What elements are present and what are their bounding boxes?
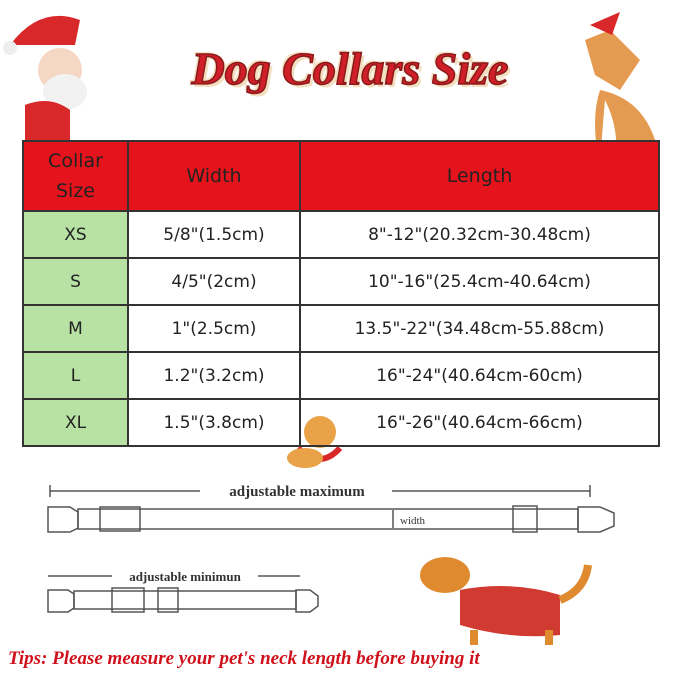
dachshund <box>420 557 592 645</box>
table-cell: L <box>22 351 129 400</box>
table-cell: XS <box>22 210 129 259</box>
table-cell: 16"-26"(40.64cm-66cm) <box>299 398 660 447</box>
collar-min <box>47 575 319 613</box>
table-cell: S <box>22 257 129 306</box>
table-cell: 5/8"(1.5cm) <box>127 210 301 259</box>
table-cell: 16"-24"(40.64cm-60cm) <box>299 351 660 400</box>
table-row: L 1.2"(3.2cm) 16"-24"(40.64cm-60cm) <box>22 351 660 400</box>
table-row: M 1"(2.5cm) 13.5"-22"(34.48cm-55.88cm) <box>22 304 660 353</box>
table-cell: XL <box>22 398 129 447</box>
header-cell: Width <box>127 140 301 212</box>
header-cell: Collar Size <box>22 140 129 212</box>
santa <box>3 15 87 140</box>
header-text: Collar Size <box>48 150 103 202</box>
table-row: XS 5/8"(1.5cm) 8"-12"(20.32cm-30.48cm) <box>22 210 660 259</box>
min-label: adjustable minimun <box>129 569 241 584</box>
title: Dog Collars Size <box>191 42 509 95</box>
table-cell: 13.5"-22"(34.48cm-55.88cm) <box>299 304 660 353</box>
table-cell: 1"(2.5cm) <box>127 304 301 353</box>
table-cell: 8"-12"(20.32cm-30.48cm) <box>299 210 660 259</box>
max-label: adjustable maximum <box>229 484 365 500</box>
width-label: width <box>400 515 426 527</box>
table-row: S 4/5"(2cm) 10"-16"(25.4cm-40.64cm) <box>22 257 660 306</box>
table-body: XS 5/8"(1.5cm) 8"-12"(20.32cm-30.48cm) S 4/5… <box>22 210 660 447</box>
header-row: Collar Size Width Length <box>22 140 660 212</box>
size-table: Collar Size Width Length XS 5/8"(1.5cm) 8"… <box>22 140 660 447</box>
table-cell: 1.5"(3.8cm) <box>127 398 301 447</box>
table-cell: M <box>22 304 129 353</box>
collar-max <box>47 485 615 533</box>
table-cell: 10"-16"(25.4cm-40.64cm) <box>299 257 660 306</box>
table-row: XL 1.5"(3.8cm) 16"-26"(40.64cm-66cm) <box>22 398 660 447</box>
table-cell: 1.2"(3.2cm) <box>127 351 301 400</box>
tips: Tips: Please measure your pet's neck len… <box>8 648 480 669</box>
header-cell: Length <box>299 140 660 212</box>
table-cell: 4/5"(2cm) <box>127 257 301 306</box>
